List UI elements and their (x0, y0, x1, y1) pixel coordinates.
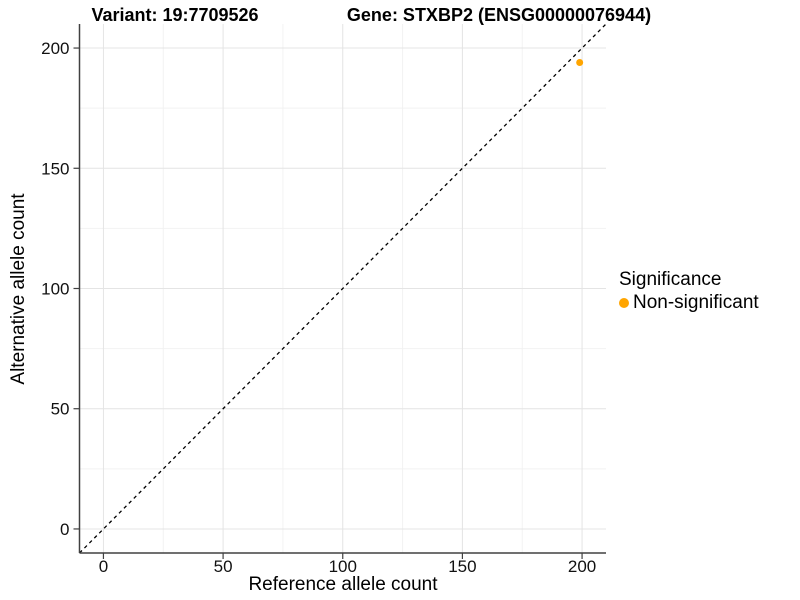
y-tick-label: 200 (41, 39, 69, 58)
legend-entry: Non-significant (619, 292, 759, 314)
x-tick-label: 0 (99, 557, 108, 576)
legend-title: Significance (619, 269, 722, 290)
x-tick-label: 150 (448, 557, 476, 576)
x-axis-title: Reference allele count (248, 574, 438, 595)
y-axis-title: Alternative allele count (8, 193, 29, 385)
x-tick-label: 200 (568, 557, 596, 576)
y-tick-label: 50 (51, 400, 70, 419)
y-tick-label: 100 (41, 280, 69, 299)
y-tick-label: 150 (41, 159, 69, 178)
y-tick-label: 0 (60, 520, 69, 539)
legend-entry-label: Non-significant (633, 292, 759, 313)
gene-title: Gene: STXBP2 (ENSG00000076944) (346, 5, 652, 25)
legend: Significance Non-significant (619, 269, 759, 314)
data-point (576, 58, 584, 66)
legend-point-icon (619, 298, 629, 308)
variant-title: Variant: 19:7709526 (91, 5, 259, 25)
identity-reference-line (79, 23, 607, 554)
x-tick-label: 50 (214, 557, 233, 576)
x-tick-label: 100 (329, 557, 357, 576)
